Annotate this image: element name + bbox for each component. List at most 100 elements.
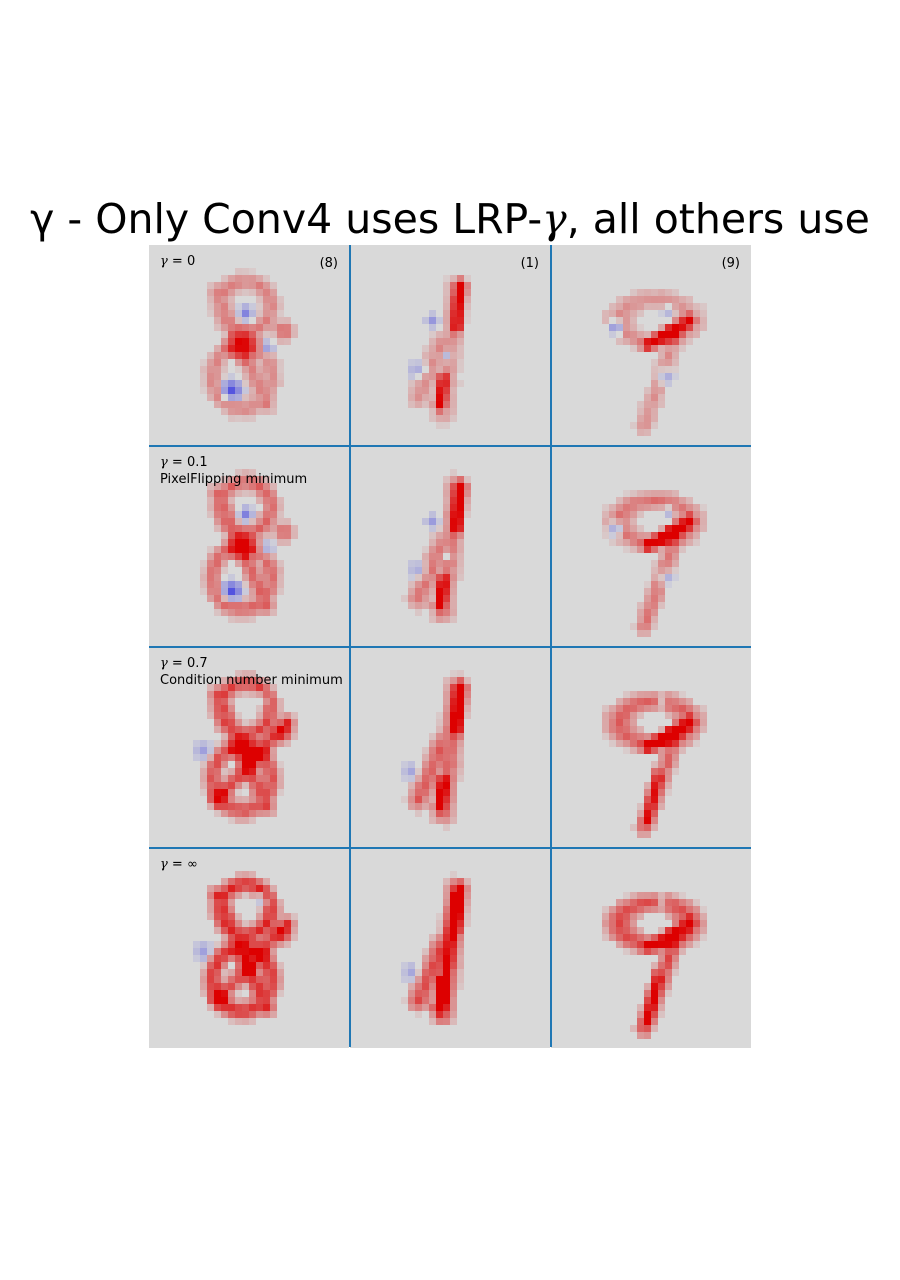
heatmap-pixel (609, 934, 616, 941)
heatmap-pixel (235, 581, 242, 588)
heatmap-pixel (630, 719, 637, 726)
heatmap-pixel (436, 546, 443, 553)
heatmap-pixel (263, 997, 270, 1004)
heatmap-pixel (672, 955, 679, 962)
heatmap-pixel (270, 511, 277, 518)
heatmap-pixel (665, 927, 672, 934)
heatmap-pixel (228, 677, 235, 684)
heatmap-pixel (457, 539, 464, 546)
heatmap-pixel (457, 310, 464, 317)
heatmap-pixel (457, 518, 464, 525)
heatmap-pixel (450, 941, 457, 948)
heatmap-pixel (207, 1004, 214, 1011)
heatmap-pixel (623, 906, 630, 913)
heatmap-pixel (408, 387, 415, 394)
heatmap-pixel (679, 920, 686, 927)
heatmap-pixel (249, 997, 256, 1004)
heatmap-pixel (679, 532, 686, 539)
heatmap-pixel (602, 733, 609, 740)
heatmap-pixel (207, 740, 214, 747)
horizontal-divider (149, 445, 751, 447)
heatmap-pixel (221, 609, 228, 616)
heatmap-pixel (651, 983, 658, 990)
heatmap-pixel (464, 483, 471, 490)
heatmap-pixel (263, 345, 270, 352)
heatmap-pixel (443, 997, 450, 1004)
heatmap-pixel (658, 303, 665, 310)
heatmap-pixel (450, 324, 457, 331)
heatmap-pixel (207, 504, 214, 511)
heatmap-pixel (429, 588, 436, 595)
heatmap-pixel (263, 810, 270, 817)
heatmap-pixel (242, 754, 249, 761)
heatmap-pixel (284, 338, 291, 345)
heatmap-pixel (443, 969, 450, 976)
heatmap-pixel (644, 331, 651, 338)
heatmap-pixel (221, 1011, 228, 1018)
heatmap-pixel (228, 782, 235, 789)
heatmap-pixel (658, 761, 665, 768)
heatmap-pixel (242, 546, 249, 553)
heatmap-pixel (637, 310, 644, 317)
heatmap-pixel (284, 941, 291, 948)
heatmap-pixel (263, 317, 270, 324)
heatmap-pixel (228, 754, 235, 761)
heatmap-pixel (630, 892, 637, 899)
heatmap-pixel (228, 684, 235, 691)
heatmap-pixel (700, 525, 707, 532)
heatmap-pixel (700, 504, 707, 511)
heatmap-pixel (436, 1011, 443, 1018)
heatmap-pixel (200, 754, 207, 761)
heatmap-pixel (214, 684, 221, 691)
heatmap-pixel (457, 698, 464, 705)
heatmap-pixel (443, 803, 450, 810)
heatmap-pixel (658, 373, 665, 380)
heatmap-pixel (221, 712, 228, 719)
heatmap-pixel (249, 878, 256, 885)
heatmap-pixel (686, 324, 693, 331)
heatmap-pixel (228, 990, 235, 997)
heatmap-pixel (242, 892, 249, 899)
heatmap-pixel (623, 504, 630, 511)
heatmap-pixel (284, 913, 291, 920)
heatmap-pixel (443, 595, 450, 602)
heatmap-pixel (450, 359, 457, 366)
heatmap-pixel (249, 511, 256, 518)
heatmap-pixel (235, 518, 242, 525)
heatmap-pixel (256, 595, 263, 602)
heatmap-pixel (623, 331, 630, 338)
heatmap-pixel (651, 990, 658, 997)
heatmap-pixel (665, 497, 672, 504)
heatmap-pixel (700, 317, 707, 324)
heatmap-pixel (277, 726, 284, 733)
heatmap-pixel (228, 588, 235, 595)
heatmap-pixel (249, 602, 256, 609)
heatmap-pixel (436, 525, 443, 532)
heatmap-pixel (221, 401, 228, 408)
heatmap-pixel (221, 282, 228, 289)
heatmap-pixel (270, 289, 277, 296)
heatmap-pixel (450, 990, 457, 997)
heatmap-pixel (221, 296, 228, 303)
heatmap-pixel (214, 282, 221, 289)
heatmap-pixel (457, 885, 464, 892)
heatmap-pixel (443, 705, 450, 712)
heatmap-pixel (235, 289, 242, 296)
heatmap-pixel (623, 497, 630, 504)
heatmap-pixel (193, 941, 200, 948)
heatmap-pixel (207, 976, 214, 983)
heatmap-pixel (602, 504, 609, 511)
heatmap-pixel (686, 317, 693, 324)
heatmap-pixel (658, 969, 665, 976)
heatmap-pixel (256, 927, 263, 934)
heatmap-pixel (436, 616, 443, 623)
heatmap-pixel (263, 885, 270, 892)
heatmap-pixel (644, 990, 651, 997)
heatmap-pixel (214, 588, 221, 595)
heatmap-pixel (457, 934, 464, 941)
heatmap-pixel (422, 955, 429, 962)
heatmap-pixel (249, 934, 256, 941)
heatmap-pixel (658, 983, 665, 990)
heatmap-pixel (457, 567, 464, 574)
heatmap-pixel (277, 976, 284, 983)
